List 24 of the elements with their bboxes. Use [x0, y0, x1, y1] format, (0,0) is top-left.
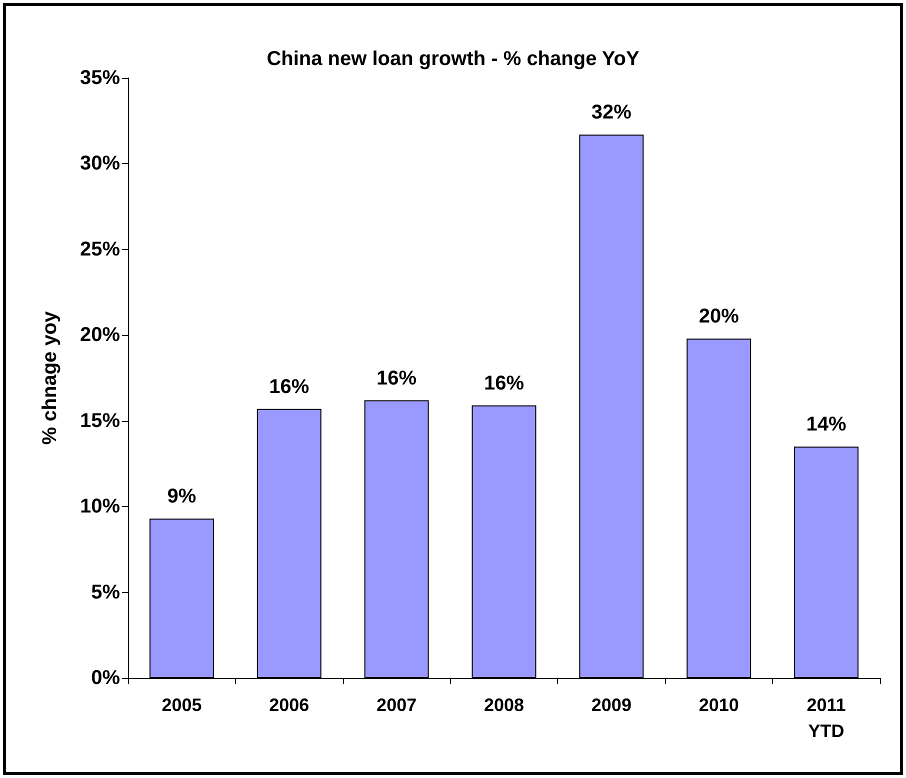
data-label: 16%	[269, 376, 310, 398]
y-tick-label: 0%	[91, 667, 120, 689]
data-label: 32%	[591, 102, 632, 124]
y-tick-label: 5%	[91, 581, 120, 604]
y-tick-label: 15%	[80, 410, 120, 432]
data-label: 9%	[167, 486, 196, 508]
x-tick-label: 2009	[591, 695, 632, 715]
chart-title: China new loan growth - % change YoY	[266, 48, 640, 70]
y-tick-label: 30%	[80, 152, 120, 175]
x-tick-label: 2010	[698, 695, 739, 715]
y-tick-label: 25%	[80, 238, 120, 260]
y-tick-label: 35%	[80, 67, 120, 89]
data-label: 14%	[806, 414, 847, 436]
data-label: 16%	[484, 372, 524, 394]
x-tick-label: 2007	[376, 695, 417, 715]
x-tick-label: 2011 YTD	[806, 695, 846, 741]
data-label: 16%	[376, 367, 417, 390]
x-tick-label: 2006	[269, 695, 310, 715]
y-tick-label: 20%	[80, 324, 120, 346]
data-label: 20%	[698, 306, 740, 328]
x-tick-label: 2008	[484, 695, 524, 715]
y-tick-label: 10%	[80, 496, 120, 518]
x-tick-label: 2005	[162, 695, 202, 715]
y-axis-title: % chnage yoy	[39, 310, 61, 445]
